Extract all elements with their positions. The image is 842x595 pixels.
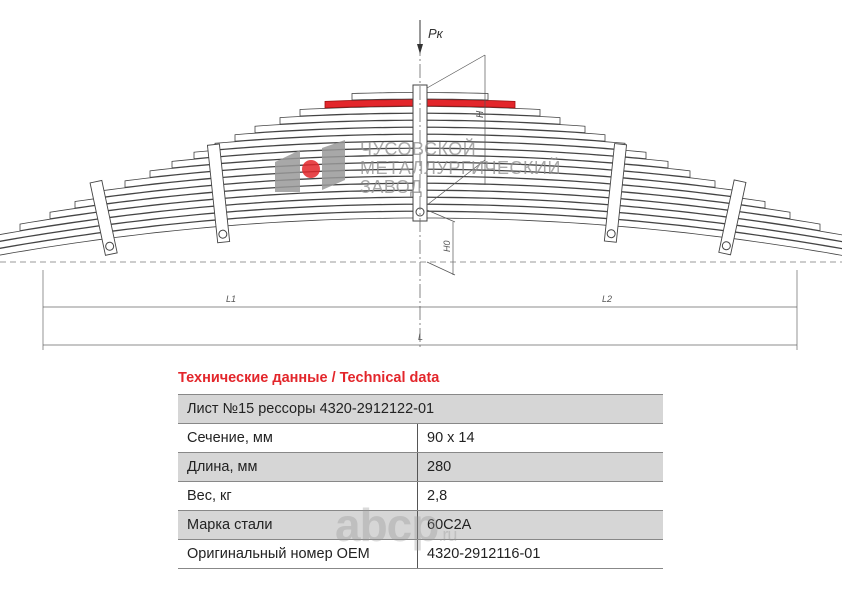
load-arrow-icon <box>417 44 423 54</box>
watermark-suffix: .ru <box>438 525 457 545</box>
spring-leaf <box>0 204 842 249</box>
clamp-bolt <box>218 229 228 239</box>
company-logo <box>275 140 345 192</box>
l-label: L <box>418 332 423 342</box>
spring-leaf <box>0 211 842 256</box>
spring-clamp <box>603 143 628 243</box>
row-label: Оригинальный номер OEM <box>178 539 418 569</box>
spring-clamp <box>718 179 747 256</box>
logo-text: ЧУСОВСКОЙ МЕТАЛЛУРГИЧЕСКИЙ ЗАВОД <box>360 140 561 197</box>
technical-data-table: Лист №15 рессоры 4320-2912122-01 Сечение… <box>178 394 663 569</box>
height-label: H <box>475 110 486 118</box>
row-label: Вес, кг <box>178 481 418 511</box>
h0-label: H0 <box>442 240 452 252</box>
table-header: Лист №15 рессоры 4320-2912122-01 <box>178 394 663 424</box>
spring-leaf <box>0 197 842 242</box>
spring-clamp <box>89 179 118 256</box>
row-label: Сечение, мм <box>178 423 418 453</box>
clamp-bolt <box>721 241 731 251</box>
row-value: 280 <box>417 452 663 482</box>
logo-red-dot <box>302 160 320 178</box>
row-label: Длина, мм <box>178 452 418 482</box>
leaf-spring-drawing: Pк H H0 L1 L2 L <box>0 20 842 350</box>
spring-clamp <box>206 143 231 244</box>
l2-label: L2 <box>602 294 612 304</box>
row-value: 2,8 <box>417 481 663 511</box>
row-value: 60С2А <box>417 510 663 540</box>
spring-clamps <box>89 143 747 256</box>
watermark: abcp.ru <box>335 498 457 552</box>
clamp-bolt <box>105 241 115 251</box>
spring-leaf <box>234 127 606 142</box>
logo-line: МЕТАЛЛУРГИЧЕСКИЙ <box>360 158 561 178</box>
clamp-bolt <box>606 229 616 239</box>
load-label: Pк <box>428 26 444 41</box>
row-value: 90 x 14 <box>417 423 663 453</box>
l1-label: L1 <box>226 294 236 304</box>
watermark-main: abcp <box>335 499 439 551</box>
logo-line: ЗАВОД <box>360 177 423 197</box>
row-value: 4320-2912116-01 <box>417 539 663 569</box>
table-title: Технические данные / Technical data <box>178 370 440 386</box>
row-label: Марка стали <box>178 510 418 540</box>
logo-line: ЧУСОВСКОЙ <box>360 139 477 159</box>
